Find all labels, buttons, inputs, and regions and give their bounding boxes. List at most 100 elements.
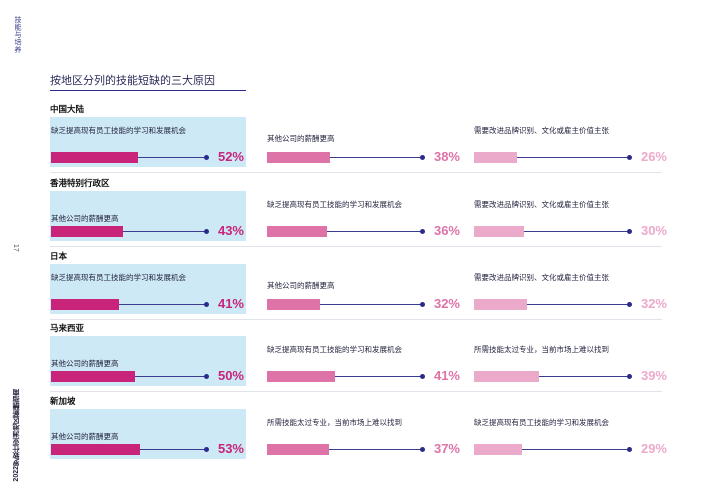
reason-item-rank-2: 缺乏提高现有员工技能的学习和发展机会 36% <box>266 191 462 241</box>
bar-fill <box>267 226 327 237</box>
percent-value: 43% <box>217 223 244 238</box>
percent-value: 32% <box>640 296 667 311</box>
percent-value: 50% <box>217 368 244 383</box>
reason-item-rank-1: 缺乏提高现有员工技能的学习和发展机会 52% <box>50 117 246 167</box>
bar-fill <box>267 152 330 163</box>
bar-fill <box>267 444 329 455</box>
reason-item-rank-1: 缺乏提高现有员工技能的学习和发展机会 41% <box>50 264 246 314</box>
reason-item-rank-1: 其他公司的薪酬更高 43% <box>50 191 246 241</box>
bar-track <box>474 226 632 237</box>
bar-fill <box>474 226 524 237</box>
bar-track <box>474 299 632 310</box>
bar-fill <box>267 299 320 310</box>
bar-fill <box>51 444 140 455</box>
reason-item-rank-2: 其他公司的薪酬更高 32% <box>266 264 462 314</box>
sidebar-section-label: 技能与培养 <box>14 16 21 54</box>
bar-track <box>267 299 425 310</box>
bar-end-dot <box>420 302 425 307</box>
reason-label: 其他公司的薪酬更高 <box>51 359 119 368</box>
region-block: 日本 缺乏提高现有员工技能的学习和发展机会 41% 其他公司的薪酬更高 32% 需要改进品… <box>50 250 667 320</box>
bar-fill <box>474 444 522 455</box>
region-name: 新加坡 <box>50 396 76 406</box>
bar-end-dot <box>627 229 632 234</box>
region-divider <box>50 246 662 247</box>
bar-end-dot <box>627 447 632 452</box>
bar-track <box>267 444 425 455</box>
percent-value: 29% <box>640 441 667 456</box>
reason-item-rank-2: 缺乏提高现有员工技能的学习和发展机会 41% <box>266 336 462 386</box>
bar-end-dot <box>204 302 209 307</box>
bar-fill <box>474 371 539 382</box>
bar-track <box>474 444 632 455</box>
region-block: 中国大陆 缺乏提高现有员工技能的学习和发展机会 52% 其他公司的薪酬更高 38% 需要改… <box>50 103 667 173</box>
region-block: 新加坡其他公司的薪酬更高 53% 所需技能太过专业，当前市场上难以找到 37% 缺乏提高… <box>50 395 667 461</box>
percent-value: 39% <box>640 368 667 383</box>
bar-fill <box>267 371 335 382</box>
percent-value: 41% <box>217 296 244 311</box>
region-divider <box>50 319 662 320</box>
bar-end-dot <box>627 155 632 160</box>
reason-item-rank-1: 其他公司的薪酬更高 50% <box>50 336 246 386</box>
reason-label: 其他公司的薪酬更高 <box>267 281 335 290</box>
bar-fill <box>51 226 123 237</box>
reason-label: 缺乏提高现有员工技能的学习和发展机会 <box>51 273 186 282</box>
bar-end-dot <box>420 447 425 452</box>
region-divider <box>50 391 662 392</box>
reason-label: 缺乏提高现有员工技能的学习和发展机会 <box>267 200 402 209</box>
percent-value: 52% <box>217 149 244 164</box>
bar-track <box>51 152 209 163</box>
bar-end-dot <box>204 374 209 379</box>
bar-end-dot <box>420 229 425 234</box>
bar-fill <box>474 299 527 310</box>
reason-item-rank-2: 其他公司的薪酬更高 38% <box>266 117 462 167</box>
percent-value: 53% <box>217 441 244 456</box>
page-number: 17 <box>12 244 19 252</box>
bar-end-dot <box>420 374 425 379</box>
reason-label: 需要改进品牌识别、文化或雇主价值主张 <box>474 126 609 135</box>
percent-value: 30% <box>640 223 667 238</box>
reason-label: 需要改进品牌识别、文化或雇主价值主张 <box>474 200 609 209</box>
bar-end-dot <box>627 374 632 379</box>
reason-label: 缺乏提高现有员工技能的学习和发展机会 <box>267 345 402 354</box>
reason-item-rank-3: 需要改进品牌识别、文化或雇主价值主张 30% <box>473 191 669 241</box>
percent-value: 37% <box>433 441 460 456</box>
reason-item-rank-2: 所需技能太过专业，当前市场上难以找到 37% <box>266 409 462 459</box>
reason-label: 所需技能太过专业，当前市场上难以找到 <box>474 345 609 354</box>
reason-item-rank-1: 其他公司的薪酬更高 53% <box>50 409 246 459</box>
bar-track <box>51 444 209 455</box>
reason-item-rank-3: 所需技能太过专业，当前市场上难以找到 39% <box>473 336 669 386</box>
bar-end-dot <box>204 447 209 452</box>
bar-track <box>474 152 632 163</box>
bar-fill <box>51 299 119 310</box>
bar-end-dot <box>627 302 632 307</box>
bar-end-dot <box>204 229 209 234</box>
document-title: 2022罗致仕亚洲地区薪酬指南 <box>13 389 20 482</box>
reason-label: 其他公司的薪酬更高 <box>51 214 119 223</box>
region-name: 日本 <box>50 251 68 261</box>
reason-label: 其他公司的薪酬更高 <box>51 432 119 441</box>
percent-value: 26% <box>640 149 667 164</box>
region-name: 中国大陆 <box>50 104 85 114</box>
region-block: 马来西亚 其他公司的薪酬更高 50% 缺乏提高现有员工技能的学习和发展机会 41% 所需技… <box>50 322 667 392</box>
bar-track <box>51 299 209 310</box>
reason-label: 缺乏提高现有员工技能的学习和发展机会 <box>474 418 609 427</box>
percent-value: 38% <box>433 149 460 164</box>
reason-label: 需要改进品牌识别、文化或雇主价值主张 <box>474 273 609 282</box>
reason-label: 缺乏提高现有员工技能的学习和发展机会 <box>51 126 186 135</box>
region-name: 香港特别行政区 <box>50 178 110 188</box>
bar-track <box>267 371 425 382</box>
reason-item-rank-3: 需要改进品牌识别、文化或雇主价值主张 32% <box>473 264 669 314</box>
region-name: 马来西亚 <box>50 323 85 333</box>
region-divider <box>50 172 662 173</box>
reason-label: 所需技能太过专业，当前市场上难以找到 <box>267 418 402 427</box>
reason-item-rank-3: 需要改进品牌识别、文化或雇主价值主张 26% <box>473 117 669 167</box>
bar-fill <box>51 371 135 382</box>
bar-end-dot <box>204 155 209 160</box>
bar-fill <box>474 152 517 163</box>
bar-end-dot <box>420 155 425 160</box>
bar-fill <box>51 152 138 163</box>
bar-track <box>51 226 209 237</box>
section-title: 按地区分列的技能短缺的三大原因 <box>50 75 215 87</box>
title-underline <box>50 90 246 91</box>
percent-value: 32% <box>433 296 460 311</box>
